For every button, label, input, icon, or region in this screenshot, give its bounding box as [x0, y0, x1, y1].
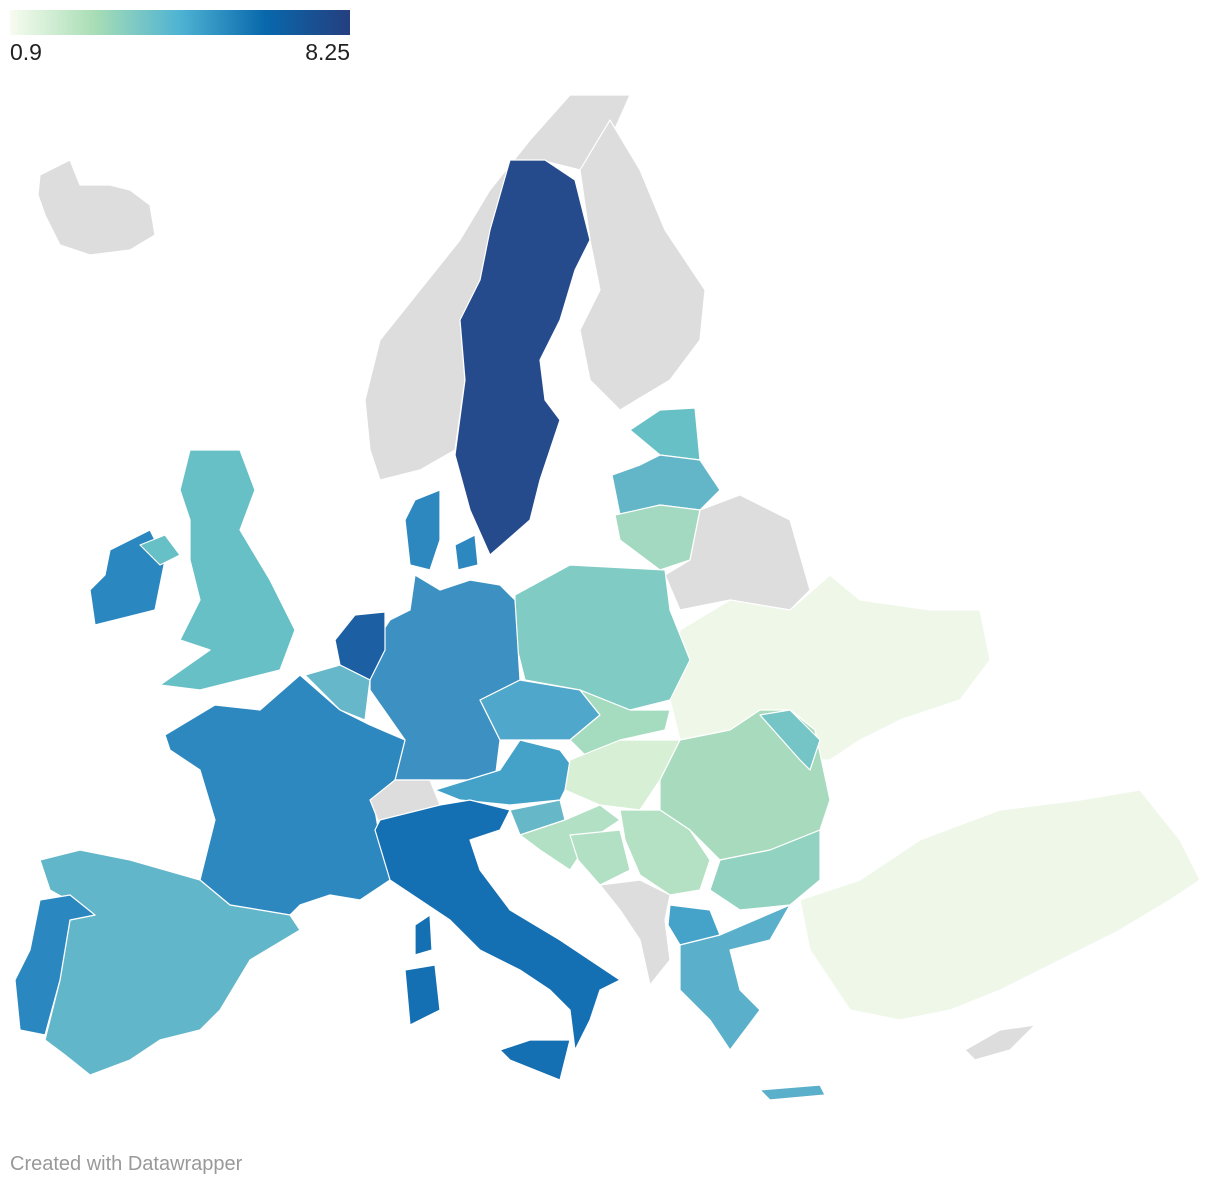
country [519, 804, 621, 871]
country [404, 964, 441, 1026]
country [89, 529, 166, 626]
country [629, 407, 701, 461]
country [759, 1084, 826, 1101]
country [619, 809, 711, 896]
country [799, 789, 1201, 1021]
country [569, 829, 631, 886]
country [514, 564, 691, 711]
country [404, 489, 441, 571]
country [499, 1039, 571, 1081]
legend-min: 0.9 [10, 39, 42, 65]
country [454, 534, 479, 571]
country [964, 1024, 1036, 1061]
country [709, 829, 821, 911]
country [37, 159, 156, 256]
country [564, 739, 681, 811]
credit: Created with Datawrapper [10, 1153, 243, 1175]
legend-bar [10, 10, 350, 35]
country [614, 504, 701, 571]
country [159, 449, 296, 691]
country [139, 534, 181, 566]
country [14, 894, 96, 1036]
country [759, 709, 821, 771]
country [579, 119, 706, 411]
country [599, 879, 671, 986]
legend-max: 8.25 [305, 39, 350, 65]
country [164, 674, 406, 916]
countries [14, 94, 1201, 1101]
country [679, 904, 791, 1051]
country [374, 799, 621, 1051]
country [414, 914, 433, 956]
